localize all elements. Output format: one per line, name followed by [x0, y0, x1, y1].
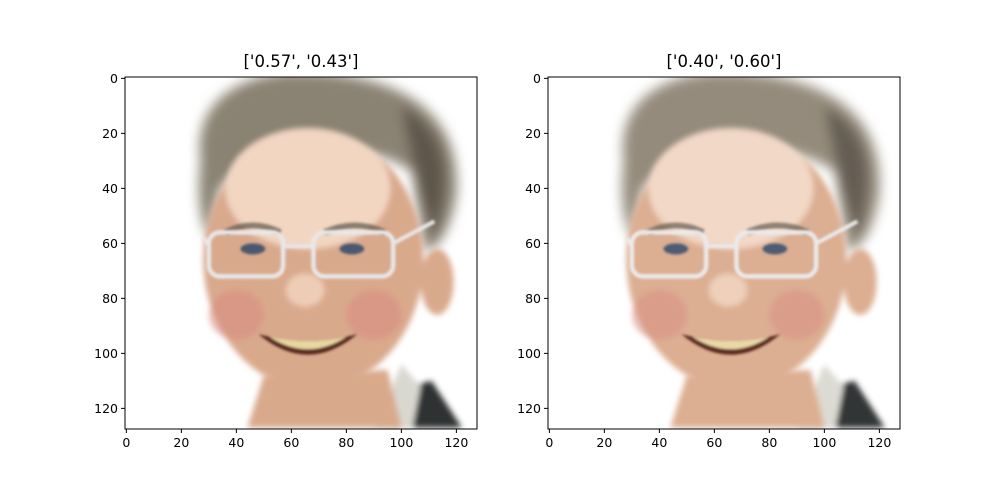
y-tick-label: 80 [525, 291, 541, 306]
hair [199, 77, 457, 250]
glasses-temple-left [201, 236, 211, 248]
subplot-right: ['0.40', '0.60'] 0 20 40 60 80 100 120 0 20 40 60 80… [517, 52, 901, 450]
glasses-left-lens [629, 230, 709, 279]
subplot-left: ['0.57', '0.43'] 0 20 40 60 80 100 120 0 20 40 60 80… [94, 52, 478, 450]
nose [708, 273, 748, 307]
teeth [692, 336, 770, 350]
y-tick-label: 60 [525, 236, 541, 251]
x-tick-label: 80 [338, 435, 354, 450]
x-tick-label: 80 [761, 435, 777, 450]
glasses-temple-left [624, 236, 634, 248]
y-tick-label: 60 [102, 236, 118, 251]
x-tick-label: 40 [228, 435, 244, 450]
x-tick-label: 20 [596, 435, 612, 450]
y-tick-label: 80 [102, 291, 118, 306]
y-tick-label: 20 [102, 126, 118, 141]
x-tick-label: 60 [706, 435, 722, 450]
glasses-right-lens [311, 230, 396, 279]
y-tick-label: 120 [94, 401, 118, 416]
hair-shadow [824, 105, 869, 238]
glasses-right-lens [734, 230, 819, 279]
y-tick-label: 100 [94, 346, 118, 361]
glasses-temple-right [392, 219, 436, 246]
y-tick-label: 120 [517, 401, 541, 416]
right-cheek [346, 290, 402, 340]
y-tick-label: 0 [533, 71, 541, 86]
y-tick-label: 40 [525, 181, 541, 196]
right-eye [339, 243, 365, 255]
y-tick-label: 0 [110, 71, 118, 86]
ear [420, 248, 454, 315]
x-tick-label: 20 [173, 435, 189, 450]
axes-frame [547, 76, 901, 430]
subplot-title: ['0.40', '0.60'] [667, 52, 782, 71]
subplot-title: ['0.57', '0.43'] [244, 52, 359, 71]
y-tick-label: 40 [102, 181, 118, 196]
x-tick-label: 120 [867, 435, 891, 450]
x-tick-label: 100 [812, 435, 836, 450]
left-cheek [208, 290, 264, 340]
x-tick-label: 120 [444, 435, 468, 450]
face-image [548, 77, 900, 429]
forehead-highlight [648, 127, 814, 249]
y-tick-label: 100 [517, 346, 541, 361]
left-eye [240, 243, 266, 255]
x-tick-label: 0 [545, 435, 553, 450]
glasses-left-lens [206, 230, 286, 279]
axes-frame [124, 76, 478, 430]
x-tick-label: 60 [283, 435, 299, 450]
hair-mass [199, 77, 457, 250]
x-tick-label: 40 [651, 435, 667, 450]
hair-shadow [401, 105, 446, 238]
hair-mass [622, 77, 880, 250]
x-tick-label: 100 [389, 435, 413, 450]
teeth [269, 336, 347, 350]
left-eye [663, 243, 689, 255]
y-tick-label: 20 [525, 126, 541, 141]
glasses [201, 219, 436, 279]
glasses-temple-right [815, 219, 859, 246]
left-cheek [631, 290, 687, 340]
hair [622, 77, 880, 250]
nose [285, 273, 325, 307]
glasses [624, 219, 859, 279]
right-eye [762, 243, 788, 255]
facial-features [224, 222, 387, 355]
x-tick-label: 0 [122, 435, 130, 450]
right-eyebrow [746, 222, 810, 236]
forehead-highlight [225, 127, 391, 249]
right-eyebrow [323, 222, 387, 236]
right-cheek [769, 290, 825, 340]
face-image [125, 77, 477, 429]
ear [843, 248, 877, 315]
facial-features [647, 222, 810, 355]
